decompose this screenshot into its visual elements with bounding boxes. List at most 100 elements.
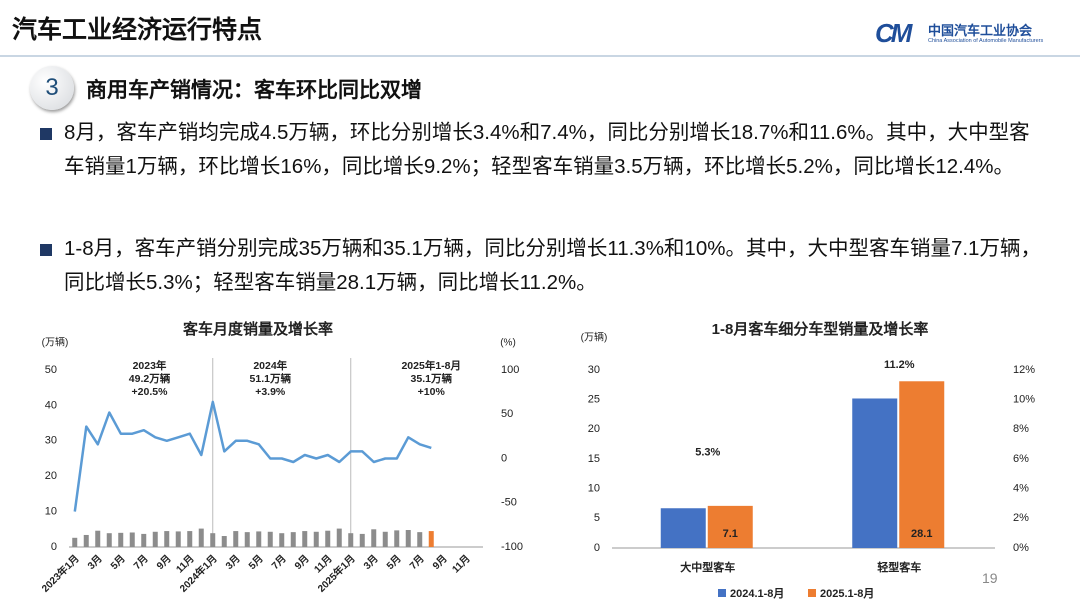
bar [198,528,204,547]
x-tick-label: 5月 [384,553,403,572]
y-tick-label: 40 [45,399,57,411]
y-tick-label: 25 [588,394,600,406]
bar [279,533,285,547]
bar [164,531,170,547]
bar [417,532,423,547]
y-tick-label: 0 [51,541,57,553]
bar [336,528,342,547]
chart-title: 1-8月客车细分车型销量及增长率 [712,320,929,338]
header-rule [0,55,1080,57]
y2-tick-label: 50 [501,408,513,420]
line [73,400,432,512]
y2-unit: (%) [500,338,516,349]
y-tick-label: 20 [45,470,57,482]
bar [106,533,112,547]
bullet: 1-8月，客车产销分别完成35万辆和35.1万辆，同比分别增长11.3%和10%… [38,232,1048,300]
bar [83,534,89,547]
y2-tick-label: 12% [1013,364,1035,376]
value-label: 7.1 [723,528,738,540]
bar [359,533,365,547]
growth-label: 5.3% [695,446,720,458]
x-tick-label: 大中型客车 [680,560,735,574]
bar [95,530,101,547]
y2-tick-label: -50 [501,497,517,509]
legend-swatch [718,589,726,597]
page-number: 19 [982,570,998,586]
bar [141,533,147,547]
bullet: 8月，客车产销均完成4.5万辆，环比分别增长3.4%和7.4%，同比分别增长18… [38,116,1048,184]
y-tick-label: 20 [588,423,600,435]
y2-tick-label: -100 [501,541,523,553]
x-tick-label: 5月 [108,553,127,572]
bar [707,505,753,548]
y2-tick-label: 4% [1013,483,1029,495]
legend-label: 2024.1-8月 [730,587,784,600]
annotation: 2023年 [133,359,167,372]
x-tick-label: 3月 [85,553,104,572]
bar [290,532,296,547]
chart-title: 客车月度销量及增长率 [182,320,333,338]
section-title: 商用车产销情况：客车环比同比双增 [86,79,422,102]
annotation: 2025年1-8月 [401,359,461,372]
x-tick-label: 2023年1月 [39,552,82,595]
annotation: 49.2万辆 [129,372,171,385]
y2-tick-label: 0% [1013,542,1029,554]
x-tick-label: 3月 [223,553,242,572]
bar [382,531,388,547]
x-tick-label: 5月 [246,553,265,572]
y2-tick-label: 100 [501,364,519,376]
y2-tick-label: 2% [1013,512,1029,524]
bar [660,508,706,548]
legend-swatch [808,589,816,597]
y2-tick-label: 10% [1013,394,1035,406]
y-unit: (万辆) [581,331,608,344]
bar [428,531,434,547]
x-tick-label: 11月 [450,553,473,576]
x-tick-label: 9月 [154,553,173,572]
x-tick-label: 轻型客车 [877,560,921,574]
bar [175,531,181,547]
y-tick-label: 30 [45,435,57,447]
y-tick-label: 5 [594,512,600,524]
annotation: 51.1万辆 [250,372,292,385]
legend-label: 2025.1-8月 [820,587,874,600]
bar [394,530,400,547]
bar [118,532,124,547]
y-tick-label: 10 [588,483,600,495]
bar [852,398,898,548]
logo-name: 中国汽车工业协会 [928,23,1033,38]
bar [405,530,411,547]
y-tick-label: 50 [45,364,57,376]
y2-tick-label: 6% [1013,453,1029,465]
y-tick-label: 10 [45,506,57,518]
x-tick-label: 7月 [269,553,288,572]
logo-mark: CM [875,18,912,48]
logo-subtitle: China Association of Automobile Manufact… [928,38,1044,44]
x-tick-label: 9月 [292,553,311,572]
bar [244,532,250,547]
bar [233,531,239,547]
bar [129,532,135,547]
value-label: 28.1 [911,528,932,540]
annotation: +3.9% [255,386,286,398]
bar [210,533,216,547]
y-unit: (万辆) [42,336,69,349]
x-tick-label: 7月 [407,553,426,572]
annotation: +20.5% [132,386,169,398]
y2-tick-label: 0 [501,452,507,464]
bar [348,533,354,547]
bar [899,381,945,548]
bar [256,531,262,547]
y-tick-label: 15 [588,453,600,465]
y-tick-label: 30 [588,364,600,376]
bar [152,531,158,547]
bar [187,531,193,547]
annotation: 35.1万辆 [411,372,453,385]
growth-label: 11.2% [884,359,915,371]
x-tick-label: 9月 [430,553,449,572]
bar [267,531,273,547]
annotation: +10% [418,386,446,398]
x-tick-label: 3月 [361,553,380,572]
bar [313,531,319,547]
